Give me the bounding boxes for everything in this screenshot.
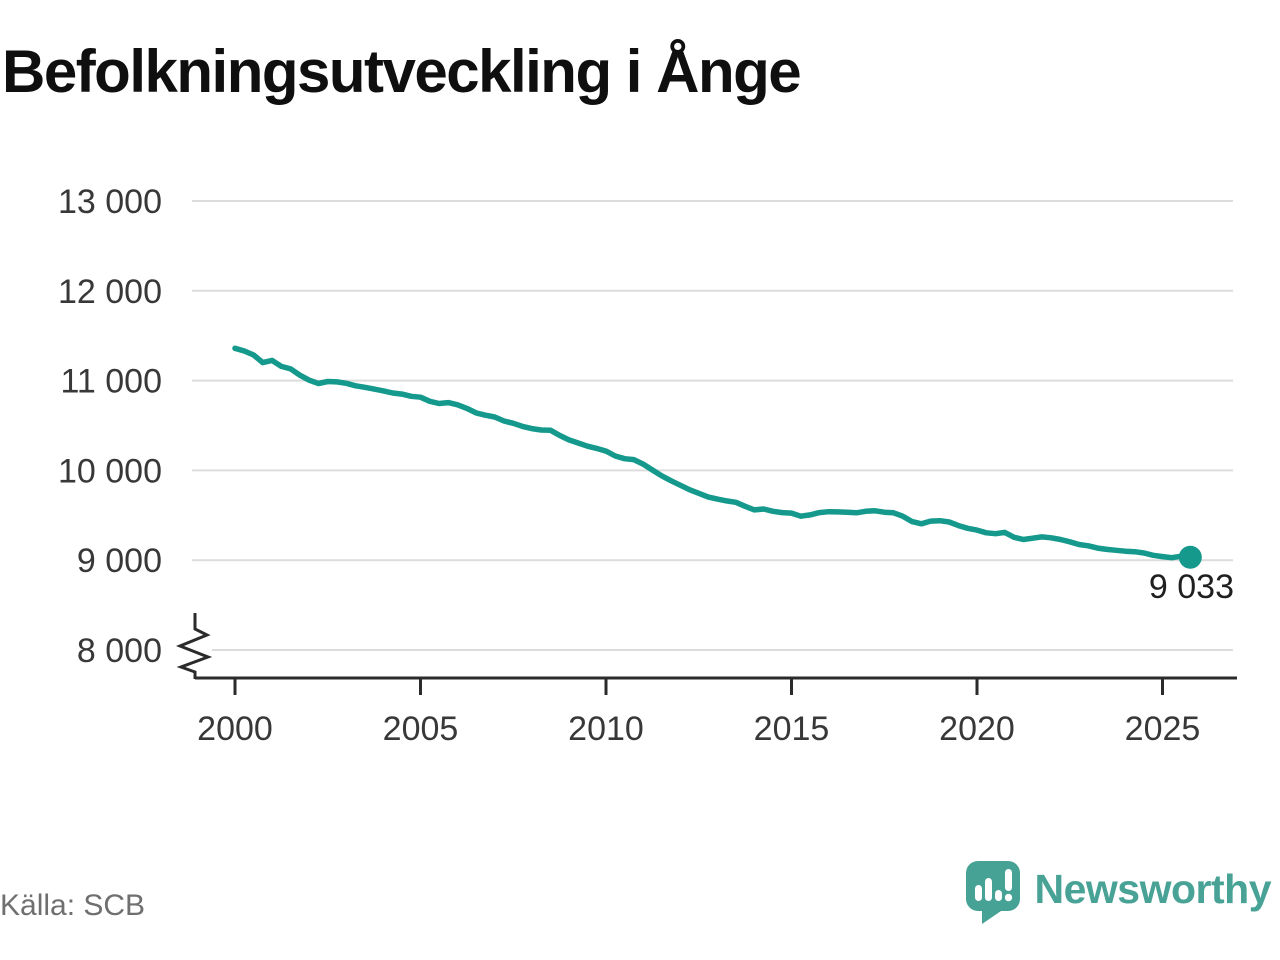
source-note: Källa: SCB: [0, 889, 146, 922]
newsworthy-logo: Newsworthy: [965, 861, 1272, 924]
y-tick-label: 12 000: [58, 273, 162, 311]
bar-icon-1: [974, 885, 982, 901]
population-line: [232, 345, 1194, 561]
x-tick-label: 2020: [939, 710, 1015, 748]
newsworthy-logo-text: Newsworthy: [1034, 866, 1272, 912]
exclamation-dot-icon: [1004, 893, 1012, 902]
x-tick-label: 2005: [383, 710, 459, 748]
x-tick-label: 2010: [568, 710, 644, 748]
chart-title: Befolkningsutveckling i Ånge: [2, 38, 802, 105]
speech-bubble-shape: [965, 861, 1020, 924]
y-tick-label: 10 000: [58, 452, 162, 490]
bar-icon-2: [984, 878, 992, 901]
last-point-marker: [1178, 545, 1202, 569]
bar-icon-3: [994, 890, 1002, 901]
y-tick-label: 11 000: [61, 363, 162, 401]
exclamation-stem-icon: [1004, 869, 1012, 891]
y-tick-label: 9 000: [77, 542, 162, 580]
axis-break-icon: [175, 613, 213, 679]
newsworthy-logo-icon: [965, 861, 1020, 924]
end-value-label: 9 033: [1149, 568, 1234, 606]
y-tick-label: 13 000: [58, 183, 162, 221]
x-tick-label: 2000: [197, 710, 273, 748]
x-tick-label: 2025: [1125, 710, 1201, 748]
x-tick-label: 2015: [754, 710, 830, 748]
y-tick-label: 8 000: [77, 632, 162, 670]
